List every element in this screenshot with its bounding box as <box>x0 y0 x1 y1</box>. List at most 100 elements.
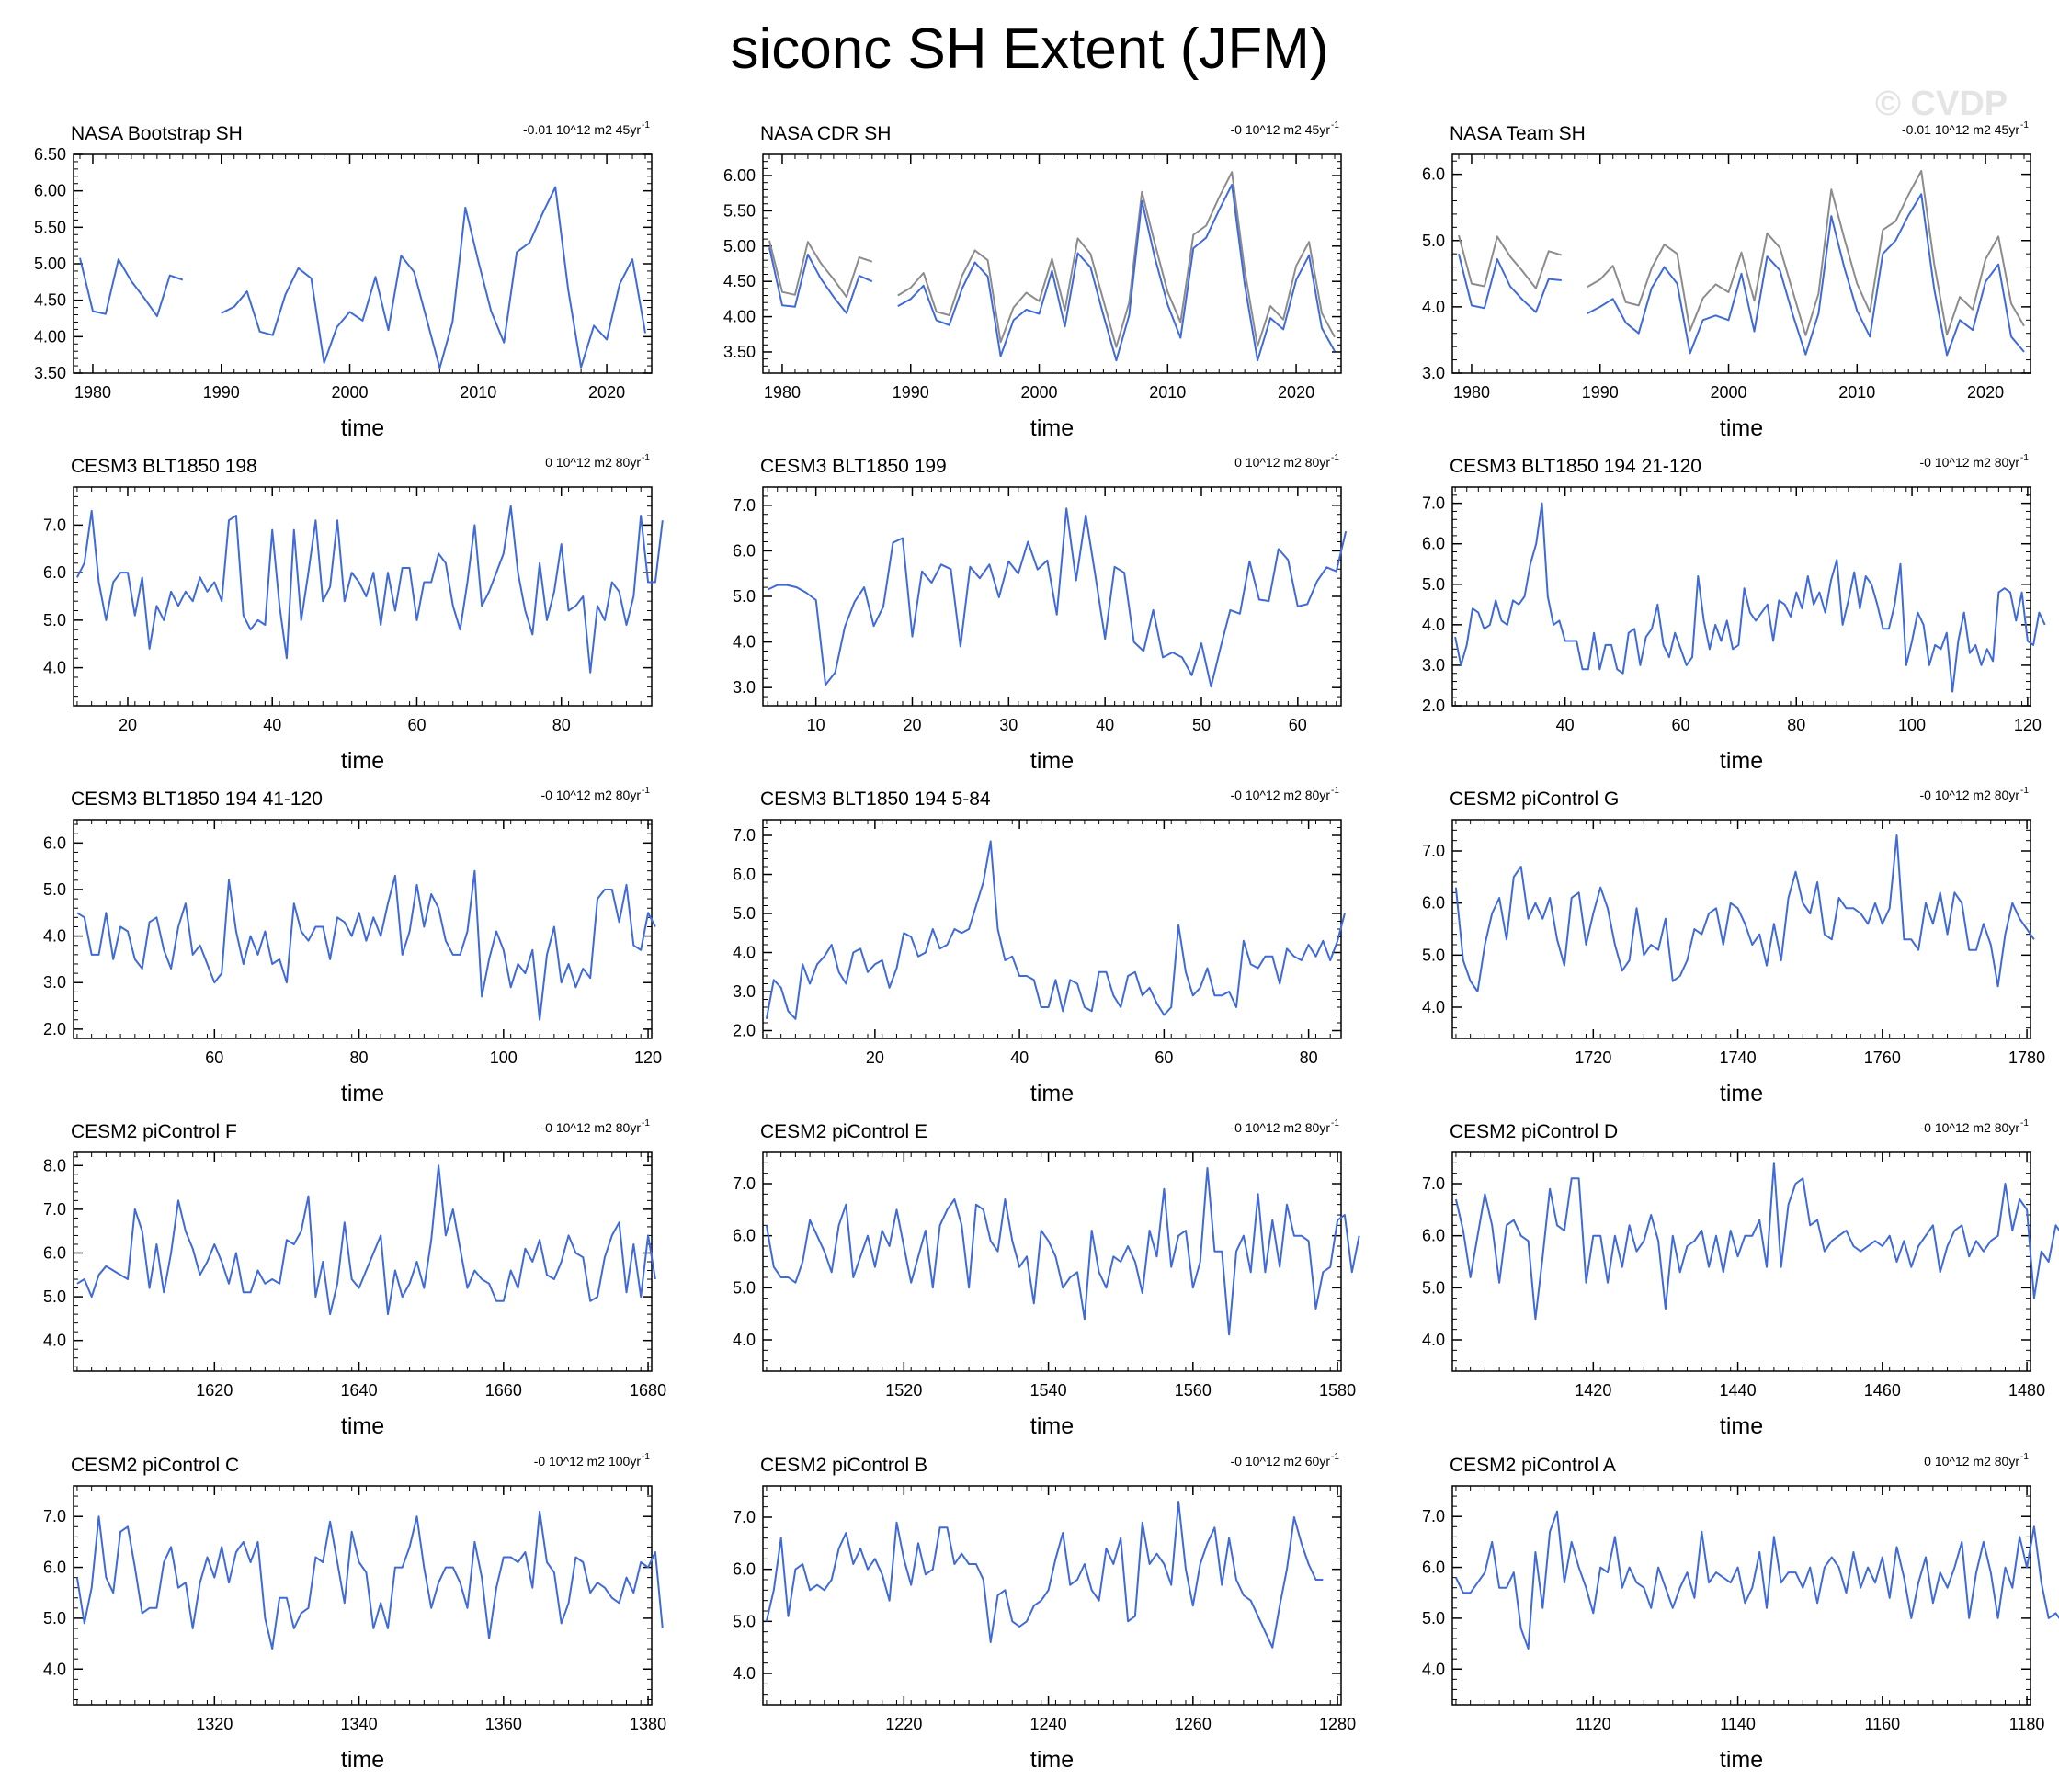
y-tick-label: 7.0 <box>1422 494 1445 513</box>
y-tick-label: 4.0 <box>1422 1331 1445 1349</box>
series-line-0 <box>765 1501 1324 1649</box>
series-line-0 <box>765 840 1346 1020</box>
series-line-1 <box>1458 193 2025 357</box>
trend-exponent: -1 <box>1331 786 1339 796</box>
x-axis-label: time <box>341 1081 384 1106</box>
series-line-0 <box>765 1167 1360 1336</box>
y-tick-label: 6.0 <box>43 563 66 582</box>
panel-title: CESM3 BLT1850 199 <box>760 456 947 477</box>
y-tick-label: 4.0 <box>733 1331 756 1349</box>
y-tick-label: 6.0 <box>43 834 66 852</box>
panel-title: CESM3 BLT1850 198 <box>71 456 257 477</box>
series-line-0 <box>1458 170 2025 336</box>
y-tick-label: 6.0 <box>1422 894 1445 913</box>
x-tick-label: 10 <box>807 716 825 734</box>
y-tick-label: 4.0 <box>1422 616 1445 634</box>
trend-exponent: -1 <box>1331 1452 1339 1462</box>
y-tick-label: 3.0 <box>43 973 66 992</box>
series-line-0 <box>79 186 646 369</box>
y-tick-label: 6.0 <box>1422 1227 1445 1245</box>
y-tick-label: 5.0 <box>43 880 66 899</box>
panel-title: CESM2 piControl A <box>1450 1455 1616 1476</box>
series-line-0 <box>75 1510 664 1650</box>
trend-label: -0 10^12 m2 80yr <box>1919 455 2019 470</box>
x-tick-label: 30 <box>999 716 1018 734</box>
y-tick-label: 5.0 <box>1422 575 1445 594</box>
x-tick-label: 20 <box>866 1049 884 1067</box>
x-tick-label: 2020 <box>1967 383 2004 402</box>
x-tick-label: 2000 <box>1710 383 1746 402</box>
y-tick-label: 4.00 <box>34 327 66 346</box>
x-tick-label: 1540 <box>1030 1381 1067 1400</box>
x-tick-label: 1140 <box>1720 1715 1756 1733</box>
x-tick-label: 1980 <box>1453 383 1490 402</box>
x-tick-label: 1520 <box>885 1381 922 1400</box>
y-tick-label: 4.0 <box>733 633 756 652</box>
y-tick-label: 5.00 <box>34 255 66 273</box>
y-tick-label: 2.0 <box>1422 697 1445 715</box>
plot-frame <box>762 819 1342 1039</box>
x-axis-label: time <box>341 1747 384 1773</box>
y-tick-label: 4.0 <box>43 927 66 946</box>
panel-12: 1320 1340 1360 1380 4.0 5.0 6.0 7.0 CESM2 piCont… <box>43 1452 666 1773</box>
x-tick-label: 100 <box>490 1049 518 1067</box>
y-tick-label: 5.0 <box>43 611 66 629</box>
x-tick-label: 1420 <box>1575 1381 1611 1400</box>
x-tick-label: 1180 <box>2009 1715 2045 1733</box>
x-tick-label: 1980 <box>764 383 801 402</box>
x-axis-label: time <box>1030 1413 1074 1439</box>
x-tick-label: 60 <box>205 1049 223 1067</box>
trend-exponent: -1 <box>2020 453 2029 463</box>
x-tick-label: 2000 <box>331 383 368 402</box>
plot-frame <box>762 1485 1342 1706</box>
y-tick-label: 3.0 <box>1422 656 1445 675</box>
y-tick-label: 7.0 <box>733 496 756 515</box>
trend-label: -0 10^12 m2 80yr <box>540 788 641 802</box>
series-line-0 <box>1454 1510 2059 1650</box>
x-tick-label: 50 <box>1192 716 1211 734</box>
panel-1: 1980 1990 2000 2010 2020 3.50 4.00 4.50 5.00 5.50… <box>723 120 1342 441</box>
plot-frame <box>73 1485 653 1706</box>
trend-label: -0 10^12 m2 80yr <box>540 1120 641 1135</box>
trend-label: 0 10^12 m2 80yr <box>1234 455 1330 470</box>
y-tick-label: 5.50 <box>723 201 756 220</box>
x-tick-label: 100 <box>1898 716 1926 734</box>
x-tick-label: 2000 <box>1020 383 1057 402</box>
y-tick-label: 5.0 <box>733 904 756 923</box>
y-tick-label: 5.0 <box>43 1287 66 1306</box>
y-tick-label: 7.0 <box>733 1174 756 1193</box>
x-tick-label: 80 <box>350 1049 369 1067</box>
x-tick-label: 1660 <box>485 1381 522 1400</box>
y-tick-label: 7.0 <box>1422 1507 1445 1525</box>
panel-title: CESM2 piControl E <box>760 1121 927 1142</box>
y-tick-label: 6.00 <box>723 166 756 185</box>
x-tick-label: 1120 <box>1576 1715 1611 1733</box>
trend-exponent: -1 <box>1331 1118 1339 1129</box>
panel-8: 1720 1740 1760 1780 4.0 5.0 6.0 7.0 CESM2 piCont… <box>1422 786 2045 1106</box>
y-tick-label: 6.50 <box>34 145 66 164</box>
series-line-0 <box>1454 502 2046 693</box>
trend-exponent: -1 <box>642 786 650 796</box>
trend-label: -0.01 10^12 m2 45yr <box>523 122 641 137</box>
x-tick-label: 1460 <box>1864 1381 1901 1400</box>
x-tick-label: 40 <box>263 716 281 734</box>
y-tick-label: 5.0 <box>1422 946 1445 964</box>
trend-exponent: -1 <box>642 1118 650 1129</box>
trend-label: -0 10^12 m2 80yr <box>1230 1120 1330 1135</box>
plot-frame <box>1451 486 2031 707</box>
y-tick-label: 6.0 <box>1422 1559 1445 1577</box>
series-line-0 <box>76 1164 656 1316</box>
trend-exponent: -1 <box>1331 453 1339 463</box>
y-tick-label: 6.0 <box>733 541 756 560</box>
panel-title: NASA CDR SH <box>760 123 891 144</box>
x-tick-label: 2010 <box>1149 383 1186 402</box>
x-tick-label: 1640 <box>341 1381 378 1400</box>
plot-frame <box>73 486 653 707</box>
x-tick-label: 1760 <box>1864 1049 1901 1067</box>
series-line-0 <box>76 869 656 1021</box>
y-tick-label: 3.0 <box>733 982 756 1001</box>
x-tick-label: 1780 <box>2008 1049 2045 1067</box>
y-tick-label: 6.0 <box>1422 165 1445 184</box>
x-tick-label: 2010 <box>460 383 496 402</box>
